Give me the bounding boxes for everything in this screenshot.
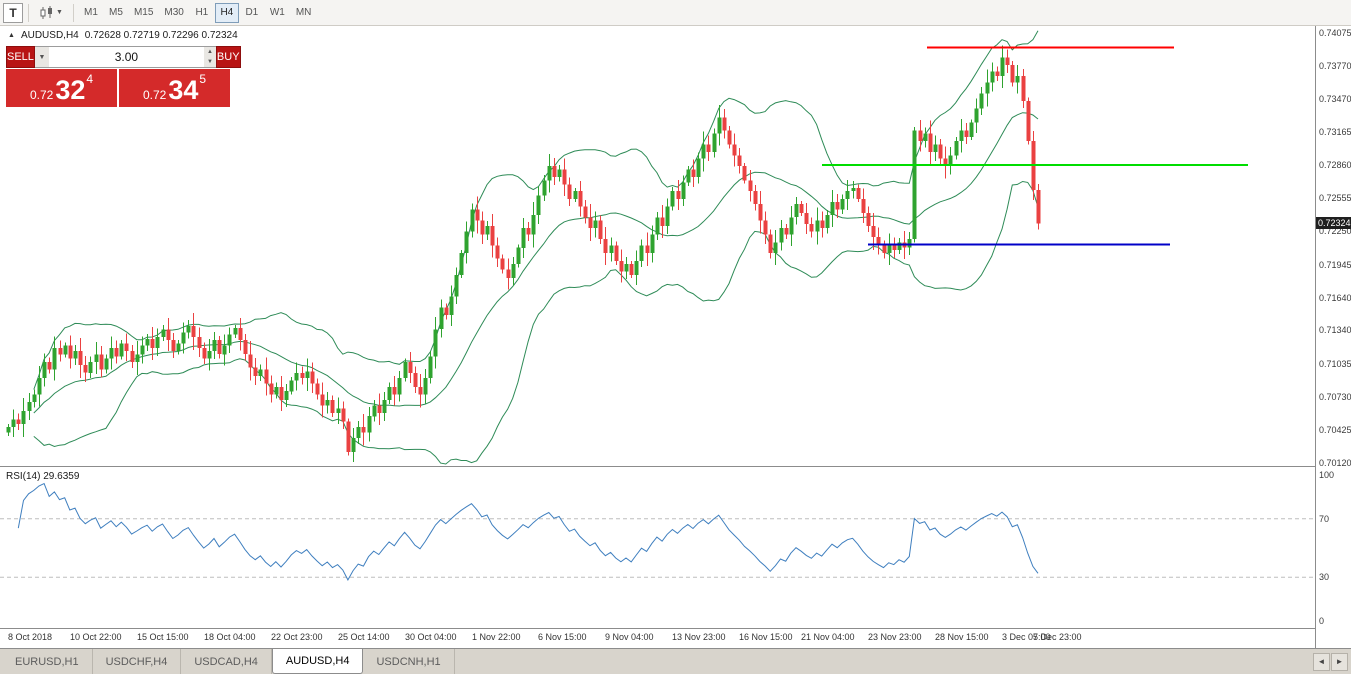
- volume-input[interactable]: [48, 47, 204, 67]
- time-axis-label: 8 Oct 2018: [8, 632, 53, 642]
- tabs-scroll-right-button[interactable]: ►: [1331, 652, 1348, 671]
- chart-tab-usdcnh-h1[interactable]: USDCNH,H1: [363, 649, 455, 674]
- volume-dropdown-button[interactable]: ▼: [34, 47, 49, 67]
- timeframe-buttons: M1 M5 M15 M30 H1 H4 D1 W1 MN: [79, 2, 317, 23]
- toolbar-separator: [28, 3, 29, 22]
- price-axis-label: 0.73470: [1319, 93, 1351, 104]
- time-axis-label: 15 Oct 15:00: [137, 632, 189, 642]
- timeframe-button-w1[interactable]: W1: [265, 3, 290, 23]
- price-axis-label: 0.70425: [1319, 424, 1351, 435]
- price-axis-label: 0.71640: [1319, 292, 1351, 303]
- volume-up-button[interactable]: ▲: [203, 47, 216, 57]
- time-axis-label: 6 Nov 15:00: [538, 632, 587, 642]
- candles: [6, 45, 1041, 463]
- price-chart-plot[interactable]: [0, 26, 1315, 466]
- expand-arrow-icon: ▲: [8, 32, 15, 39]
- time-axis-label: 16 Nov 15:00: [739, 632, 793, 642]
- one-click-trading-panel: SELL ▼ ▲ ▼ BUY 0.72 32 4: [6, 46, 241, 107]
- chart-window: ▲ AUDUSD,H4 0.72628 0.72719 0.72296 0.72…: [0, 26, 1351, 648]
- symbol-name: AUDUSD,H4: [20, 30, 79, 41]
- time-axis-label: 3 Dec 07:00: [1002, 632, 1051, 642]
- price-axis-label: 0.70730: [1319, 391, 1351, 402]
- rsi-axis-label: 0: [1319, 616, 1325, 626]
- sell-button[interactable]: SELL: [6, 46, 35, 68]
- price-axis-label: 0.73770: [1319, 61, 1351, 72]
- timeframe-button-m1[interactable]: M1: [79, 3, 103, 23]
- price-axis-label: 0.72250: [1319, 226, 1351, 237]
- price-axis-label: 0.71945: [1319, 259, 1351, 270]
- timeframe-button-d1[interactable]: D1: [240, 3, 264, 23]
- chart-tab-audusd-h4[interactable]: AUDUSD,H4: [271, 649, 364, 674]
- time-axis-label: 10 Oct 22:00: [70, 632, 122, 642]
- timeframe-button-m5[interactable]: M5: [104, 3, 128, 23]
- tab-scroll-buttons: ◄ ►: [1313, 649, 1351, 674]
- time-axis-label: 1 Nov 22:00: [472, 632, 521, 642]
- time-axis-label: 23 Nov 23:00: [868, 632, 922, 642]
- time-axis-label: 28 Nov 15:00: [935, 632, 989, 642]
- tabs-scroll-left-button[interactable]: ◄: [1313, 652, 1330, 671]
- chart-tabs: EURUSD,H1 USDCHF,H4 USDCAD,H4 AUDUSD,H4 USDC…: [0, 649, 455, 674]
- timeframe-button-m30[interactable]: M30: [159, 3, 188, 23]
- chart-tabs-bar: EURUSD,H1 USDCHF,H4 USDCAD,H4 AUDUSD,H4 USDC…: [0, 648, 1351, 674]
- text-tool-button[interactable]: T: [3, 2, 23, 23]
- timeframe-button-h1[interactable]: H1: [190, 3, 214, 23]
- time-axis-label: 18 Oct 04:00: [204, 632, 256, 642]
- horizontal-line-objects[interactable]: [822, 46, 1248, 246]
- toolbar: T ▼ M1 M5 M15 M30 H1 H4 D1 W1 MN: [0, 0, 1351, 26]
- sell-price-prefix: 0.72: [29, 88, 54, 102]
- chart-type-button[interactable]: ▼: [34, 3, 68, 23]
- price-axis-label: 0.71035: [1319, 358, 1351, 369]
- timeframe-button-m15[interactable]: M15: [129, 3, 158, 23]
- volume-down-button[interactable]: ▼: [203, 57, 216, 67]
- buy-price-button[interactable]: 0.72 34 5: [119, 69, 230, 107]
- time-axis-label: 13 Nov 23:00: [672, 632, 726, 642]
- time-axis-label: 22 Oct 23:00: [271, 632, 323, 642]
- chart-tab-eurusd-h1[interactable]: EURUSD,H1: [2, 649, 93, 674]
- timeframe-button-mn[interactable]: MN: [291, 3, 317, 23]
- buy-price-pipette: 5: [199, 72, 207, 86]
- rsi-pane[interactable]: RSI(14) 29.6359: [0, 467, 1315, 629]
- sell-price-pipette: 4: [86, 72, 94, 86]
- rsi-plot[interactable]: [0, 467, 1315, 628]
- price-axis-label: 0.72860: [1319, 160, 1351, 171]
- price-axis-label: 0.72555: [1319, 193, 1351, 204]
- volume-stepper: ▲ ▼: [203, 47, 216, 67]
- time-axis[interactable]: 8 Oct 2018 10 Oct 22:00 15 Oct 15:00 18 Oct…: [0, 629, 1315, 648]
- buy-button[interactable]: BUY: [215, 46, 241, 68]
- sell-price-big: 32: [55, 75, 86, 105]
- buy-price-prefix: 0.72: [142, 88, 167, 102]
- sell-price-button[interactable]: 0.72 32 4: [6, 69, 117, 107]
- rsi-indicator-label: RSI(14) 29.6359: [6, 471, 80, 482]
- rsi-axis-label: 70: [1319, 513, 1330, 524]
- time-axis-label: 30 Oct 04:00: [405, 632, 457, 642]
- time-axis-label: 9 Nov 04:00: [605, 632, 654, 642]
- chart-tab-usdchf-h4[interactable]: USDCHF,H4: [93, 649, 182, 674]
- chart-tab-usdcad-h4[interactable]: USDCAD,H4: [181, 649, 272, 674]
- time-axis-label: 5 Dec 23:00: [1033, 632, 1082, 642]
- rsi-axis-label: 100: [1319, 470, 1335, 480]
- price-axis-label: 0.73165: [1319, 126, 1351, 137]
- time-axis-label: 25 Oct 14:00: [338, 632, 390, 642]
- price-axis[interactable]: 0.74075 0.73770 0.73470 0.73165 0.72860 0.725…: [1315, 26, 1351, 648]
- ohlc-values: 0.72628 0.72719 0.72296 0.72324: [84, 30, 238, 41]
- rsi-line: [17, 482, 1039, 581]
- price-axis-label: 0.70120: [1319, 458, 1351, 468]
- volume-field-group: ▼ ▲ ▼: [34, 46, 216, 68]
- price-axis-label: 0.74075: [1319, 28, 1351, 38]
- time-axis-label: 21 Nov 04:00: [801, 632, 855, 642]
- toolbar-separator: [72, 3, 74, 22]
- chevron-down-icon: ▼: [56, 9, 63, 16]
- buy-price-big: 34: [168, 75, 199, 105]
- rsi-axis-label: 30: [1319, 572, 1330, 583]
- current-price-marker: 0.72324: [1316, 217, 1351, 230]
- price-pane[interactable]: ▲ AUDUSD,H4 0.72628 0.72719 0.72296 0.72…: [0, 26, 1315, 467]
- price-axis-label: 0.71340: [1319, 325, 1351, 336]
- timeframe-button-h4[interactable]: H4: [214, 2, 239, 23]
- candlestick-chart-icon: [39, 5, 54, 20]
- symbol-title: ▲ AUDUSD,H4 0.72628 0.72719 0.72296 0.72…: [8, 30, 238, 41]
